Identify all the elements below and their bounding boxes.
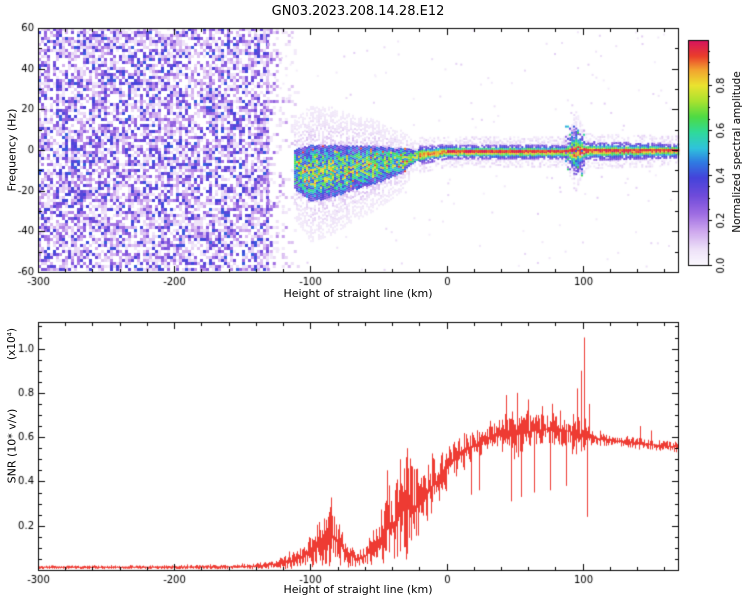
- height-axis-label-top: Height of straight line (km): [283, 287, 433, 300]
- colorbar-label: Normalized spectral amplitude: [731, 71, 743, 233]
- frequency-axis-label: Frequency (Hz): [5, 108, 19, 192]
- height-axis-label-bottom: Height of straight line (km): [283, 583, 433, 596]
- plot-title: GN03.2023.208.14.28.E12: [271, 4, 445, 19]
- snr-scale-label: (x10⁴): [6, 328, 18, 360]
- snr-axis-label: SNR (10* v/v): [5, 408, 19, 484]
